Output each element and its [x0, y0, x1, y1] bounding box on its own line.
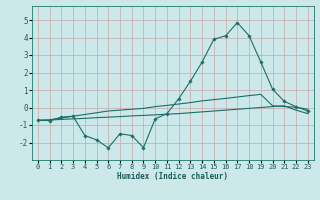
X-axis label: Humidex (Indice chaleur): Humidex (Indice chaleur)	[117, 172, 228, 181]
